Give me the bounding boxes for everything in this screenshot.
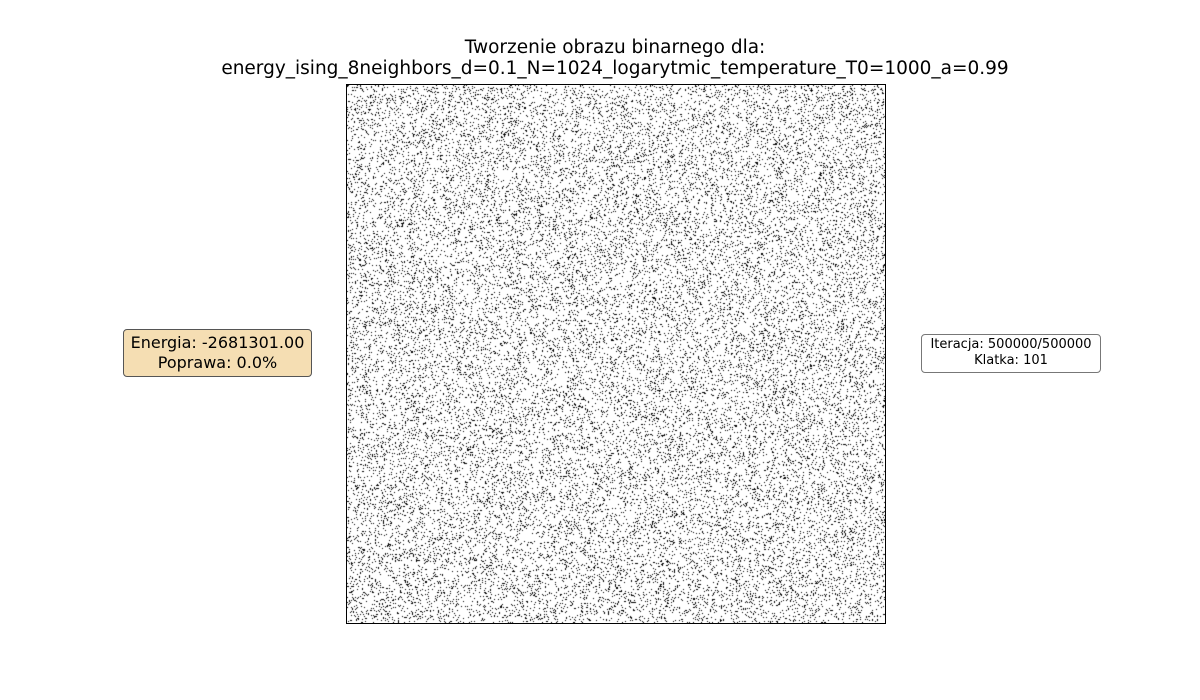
chart-title-line-1: Tworzenie obrazu binarnego dla:	[464, 37, 766, 58]
binary-image-canvas	[347, 85, 885, 623]
binary-image-plot	[346, 84, 886, 624]
energy-value-text: Energia: -2681301.00	[130, 333, 305, 352]
chart-title: Tworzenie obrazu binarnego dla: energy_i…	[0, 37, 1200, 79]
iteration-info-box: Iteracja: 500000/500000 Klatka: 101	[921, 334, 1101, 373]
improvement-value-text: Poprawa: 0.0%	[157, 353, 278, 372]
energy-info-box: Energia: -2681301.00 Poprawa: 0.0%	[123, 329, 312, 377]
frame-value-text: Klatka: 101	[974, 353, 1048, 368]
iteration-value-text: Iteracja: 500000/500000	[930, 337, 1092, 352]
chart-title-line-2: energy_ising_8neighbors_d=0.1_N=1024_log…	[221, 58, 1009, 79]
